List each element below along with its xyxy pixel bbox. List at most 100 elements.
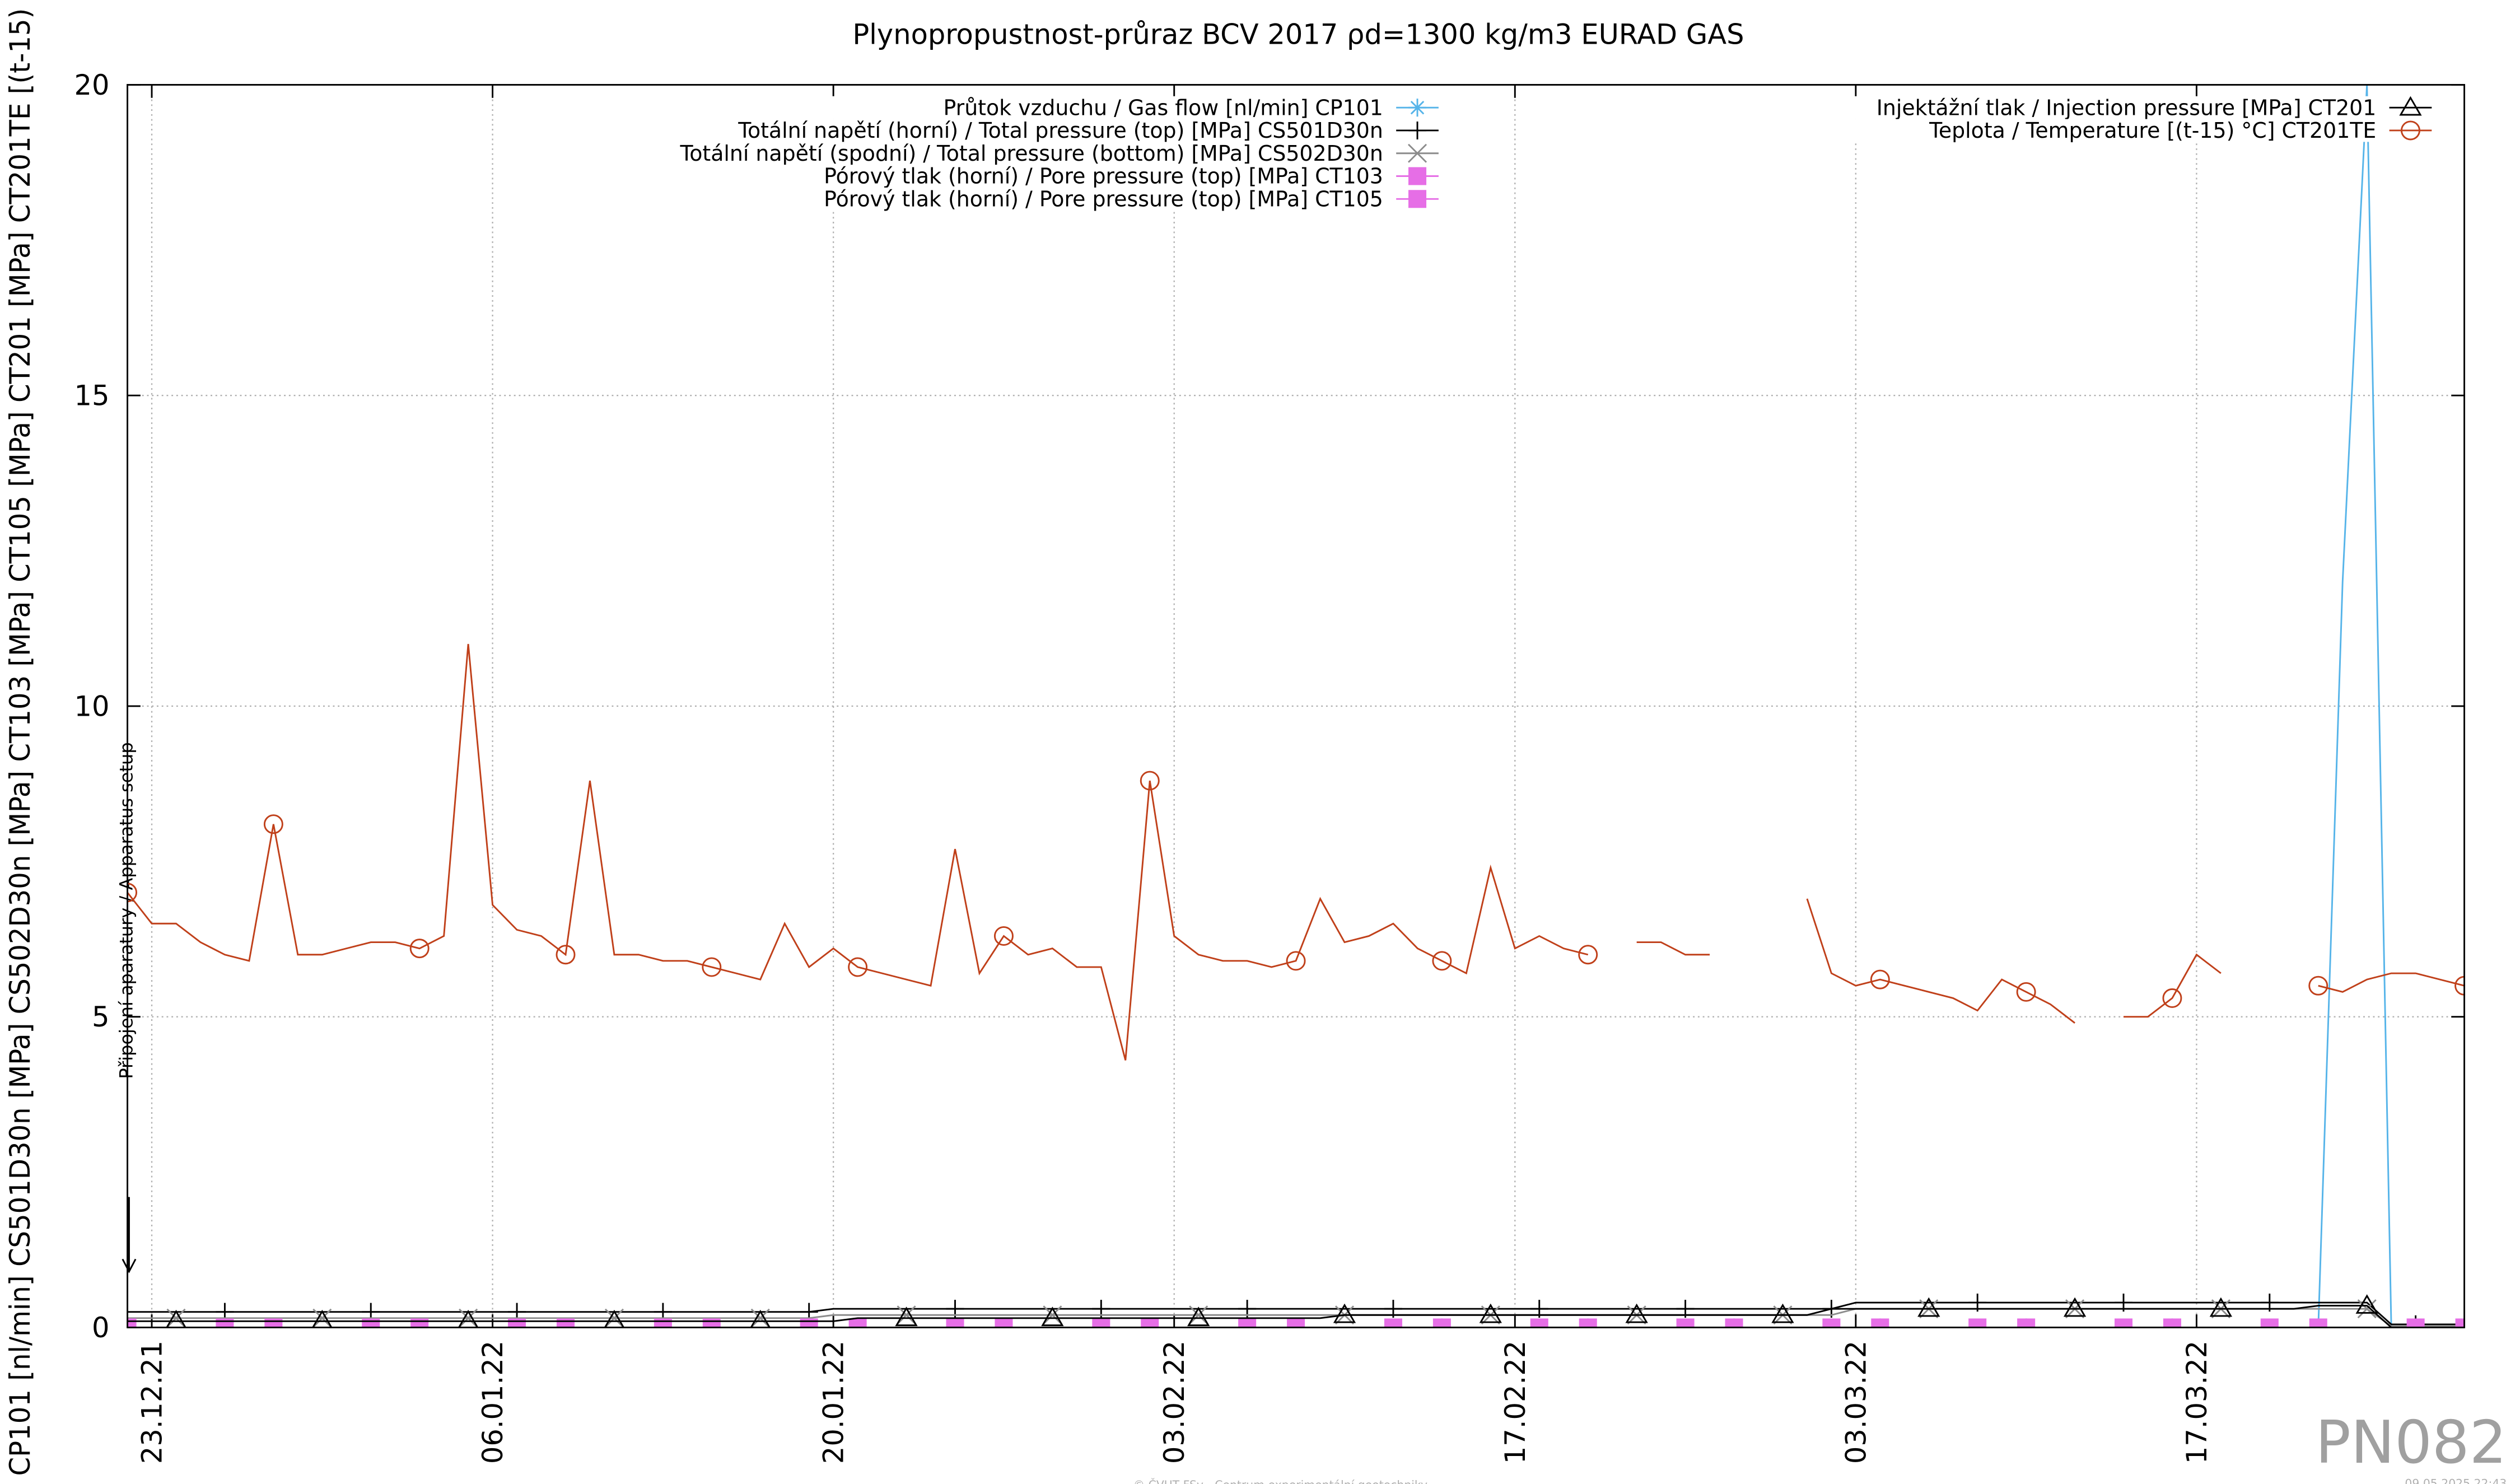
y-tick-label: 5 <box>92 1001 110 1033</box>
legend-label: Průtok vzduchu / Gas flow [nl/min] CP101 <box>943 95 1383 120</box>
marker <box>1479 1303 1502 1323</box>
marker <box>458 1309 479 1328</box>
marker <box>995 1318 1013 1328</box>
marker <box>2401 120 2420 141</box>
x-tick-label: 23.12.21 <box>136 1341 168 1464</box>
marker <box>263 814 283 834</box>
marker <box>2355 1294 2378 1314</box>
marker <box>2016 982 2036 1002</box>
marker <box>1432 951 1452 971</box>
marker <box>1578 945 1598 965</box>
annotation-arrowhead <box>122 1258 137 1273</box>
x-tick-label: 20.01.22 <box>818 1341 850 1464</box>
legend-bg <box>1659 119 2438 142</box>
marker <box>2309 1318 2327 1328</box>
legend-label: Totální napětí (horní) / Total pressure … <box>738 118 1383 143</box>
x-tick-label: 17.03.22 <box>2181 1341 2213 1464</box>
marker <box>750 1308 770 1328</box>
legend-label: Pórový tlak (horní) / Pore pressure (top… <box>824 164 1383 189</box>
marker <box>1238 1318 1257 1328</box>
marker <box>2162 988 2182 1008</box>
marker <box>166 1308 186 1328</box>
marker <box>312 1308 332 1328</box>
y-axis-label: CP101 [nl/min] CS501D30n [MPa] CS502D30n… <box>4 8 36 1476</box>
marker <box>1189 1305 1208 1325</box>
marker <box>1870 969 1890 990</box>
marker <box>2406 1318 2425 1328</box>
series-line <box>127 1305 2465 1328</box>
y-tick-label: 10 <box>74 690 110 722</box>
marker <box>702 957 722 977</box>
marker <box>1286 951 1306 971</box>
marker <box>2308 976 2328 996</box>
marker <box>604 1309 625 1328</box>
legend-label: Teplota / Temperature [(t-15) °C] CT201T… <box>1929 118 2376 143</box>
marker <box>409 939 430 959</box>
marker <box>2209 1297 2233 1317</box>
x-tick-label: 06.01.22 <box>477 1341 509 1464</box>
marker <box>1408 99 1427 117</box>
y-tick-label: 20 <box>74 69 110 101</box>
marker <box>166 1309 186 1328</box>
marker <box>1822 1318 1841 1328</box>
marker <box>2454 976 2465 996</box>
chart-title: Plynopropustnost-průraz BCV 2017 ρd=1300… <box>852 18 1744 51</box>
marker <box>1625 1303 1648 1323</box>
marker <box>2114 1318 2133 1328</box>
marker <box>1871 1318 1889 1328</box>
marker <box>993 926 1014 946</box>
marker <box>127 883 138 903</box>
legend-label: Injektážní tlak / Injection pressure [MP… <box>1877 95 2377 120</box>
x-tick-label: 03.03.22 <box>1840 1341 1872 1464</box>
marker <box>1408 121 1427 139</box>
marker <box>2163 1318 2181 1328</box>
marker <box>848 1318 867 1328</box>
marker <box>1432 1318 1451 1328</box>
plot-frame <box>127 83 2466 1328</box>
marker <box>1407 143 1427 163</box>
y-tick-label: 15 <box>74 380 110 412</box>
marker <box>1384 1318 1402 1328</box>
x-tick-label: 17.02.22 <box>1499 1341 1532 1464</box>
marker <box>895 1306 918 1327</box>
legend-bg <box>665 187 1445 211</box>
marker <box>2017 1318 2036 1328</box>
marker <box>946 1318 964 1328</box>
marker <box>1408 167 1427 185</box>
marker <box>1725 1318 1743 1328</box>
marker <box>1092 1318 1110 1328</box>
marker <box>2260 1318 2279 1328</box>
x-tick-label: 03.02.22 <box>1158 1341 1191 1464</box>
annotation: Připojení aparatury / Apparatus setup <box>115 742 137 1079</box>
marker <box>1579 1318 1597 1328</box>
marker <box>1968 1318 1987 1328</box>
marker <box>2357 1299 2377 1319</box>
marker <box>1771 1303 1794 1323</box>
marker <box>1187 1306 1210 1327</box>
timestamp: 09.05.2025 22:43 <box>2405 1477 2507 1484</box>
marker <box>312 1309 333 1328</box>
marker <box>750 1309 771 1328</box>
marker <box>848 957 868 977</box>
marker <box>1041 1306 1064 1327</box>
legend-bg <box>665 119 1445 142</box>
legend-bg <box>665 165 1445 188</box>
marker <box>1917 1297 1940 1317</box>
marker <box>2455 1318 2465 1328</box>
marker <box>897 1305 916 1325</box>
marker <box>2399 96 2422 116</box>
watermark: PN082 <box>2316 1408 2507 1477</box>
legend-label: Pórový tlak (horní) / Pore pressure (top… <box>824 186 1383 211</box>
legend-bg <box>665 142 1445 165</box>
marker <box>604 1308 624 1328</box>
footer: © ČVUT FSv - Centrum experimentální geot… <box>1133 1478 1427 1484</box>
marker <box>459 1308 478 1328</box>
marker <box>1333 1303 1356 1323</box>
marker <box>1140 771 1160 791</box>
legend-bg <box>665 96 1445 119</box>
marker <box>1287 1318 1305 1328</box>
